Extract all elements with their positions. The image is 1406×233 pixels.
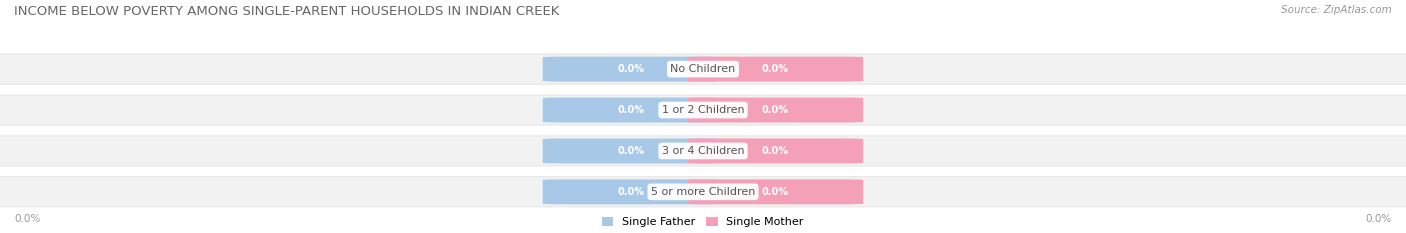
Text: 3 or 4 Children: 3 or 4 Children — [662, 146, 744, 156]
Text: 0.0%: 0.0% — [617, 146, 644, 156]
FancyBboxPatch shape — [543, 57, 718, 82]
FancyBboxPatch shape — [688, 57, 863, 82]
Text: 0.0%: 0.0% — [762, 105, 789, 115]
Text: INCOME BELOW POVERTY AMONG SINGLE-PARENT HOUSEHOLDS IN INDIAN CREEK: INCOME BELOW POVERTY AMONG SINGLE-PARENT… — [14, 5, 560, 18]
Text: 0.0%: 0.0% — [617, 187, 644, 197]
Text: Source: ZipAtlas.com: Source: ZipAtlas.com — [1281, 5, 1392, 15]
FancyBboxPatch shape — [543, 138, 718, 163]
FancyBboxPatch shape — [0, 136, 1406, 166]
FancyBboxPatch shape — [688, 179, 863, 204]
Text: No Children: No Children — [671, 64, 735, 74]
FancyBboxPatch shape — [0, 54, 1406, 84]
Text: 0.0%: 0.0% — [1365, 214, 1392, 224]
FancyBboxPatch shape — [543, 98, 718, 123]
FancyBboxPatch shape — [543, 179, 718, 204]
Text: 1 or 2 Children: 1 or 2 Children — [662, 105, 744, 115]
FancyBboxPatch shape — [0, 95, 1406, 125]
Text: 0.0%: 0.0% — [762, 64, 789, 74]
Text: 0.0%: 0.0% — [762, 187, 789, 197]
FancyBboxPatch shape — [688, 138, 863, 163]
FancyBboxPatch shape — [688, 98, 863, 123]
Text: 0.0%: 0.0% — [14, 214, 41, 224]
FancyBboxPatch shape — [0, 177, 1406, 207]
Text: 0.0%: 0.0% — [617, 105, 644, 115]
Text: 0.0%: 0.0% — [617, 64, 644, 74]
Text: 5 or more Children: 5 or more Children — [651, 187, 755, 197]
Text: 0.0%: 0.0% — [762, 146, 789, 156]
Legend: Single Father, Single Mother: Single Father, Single Mother — [602, 217, 804, 227]
